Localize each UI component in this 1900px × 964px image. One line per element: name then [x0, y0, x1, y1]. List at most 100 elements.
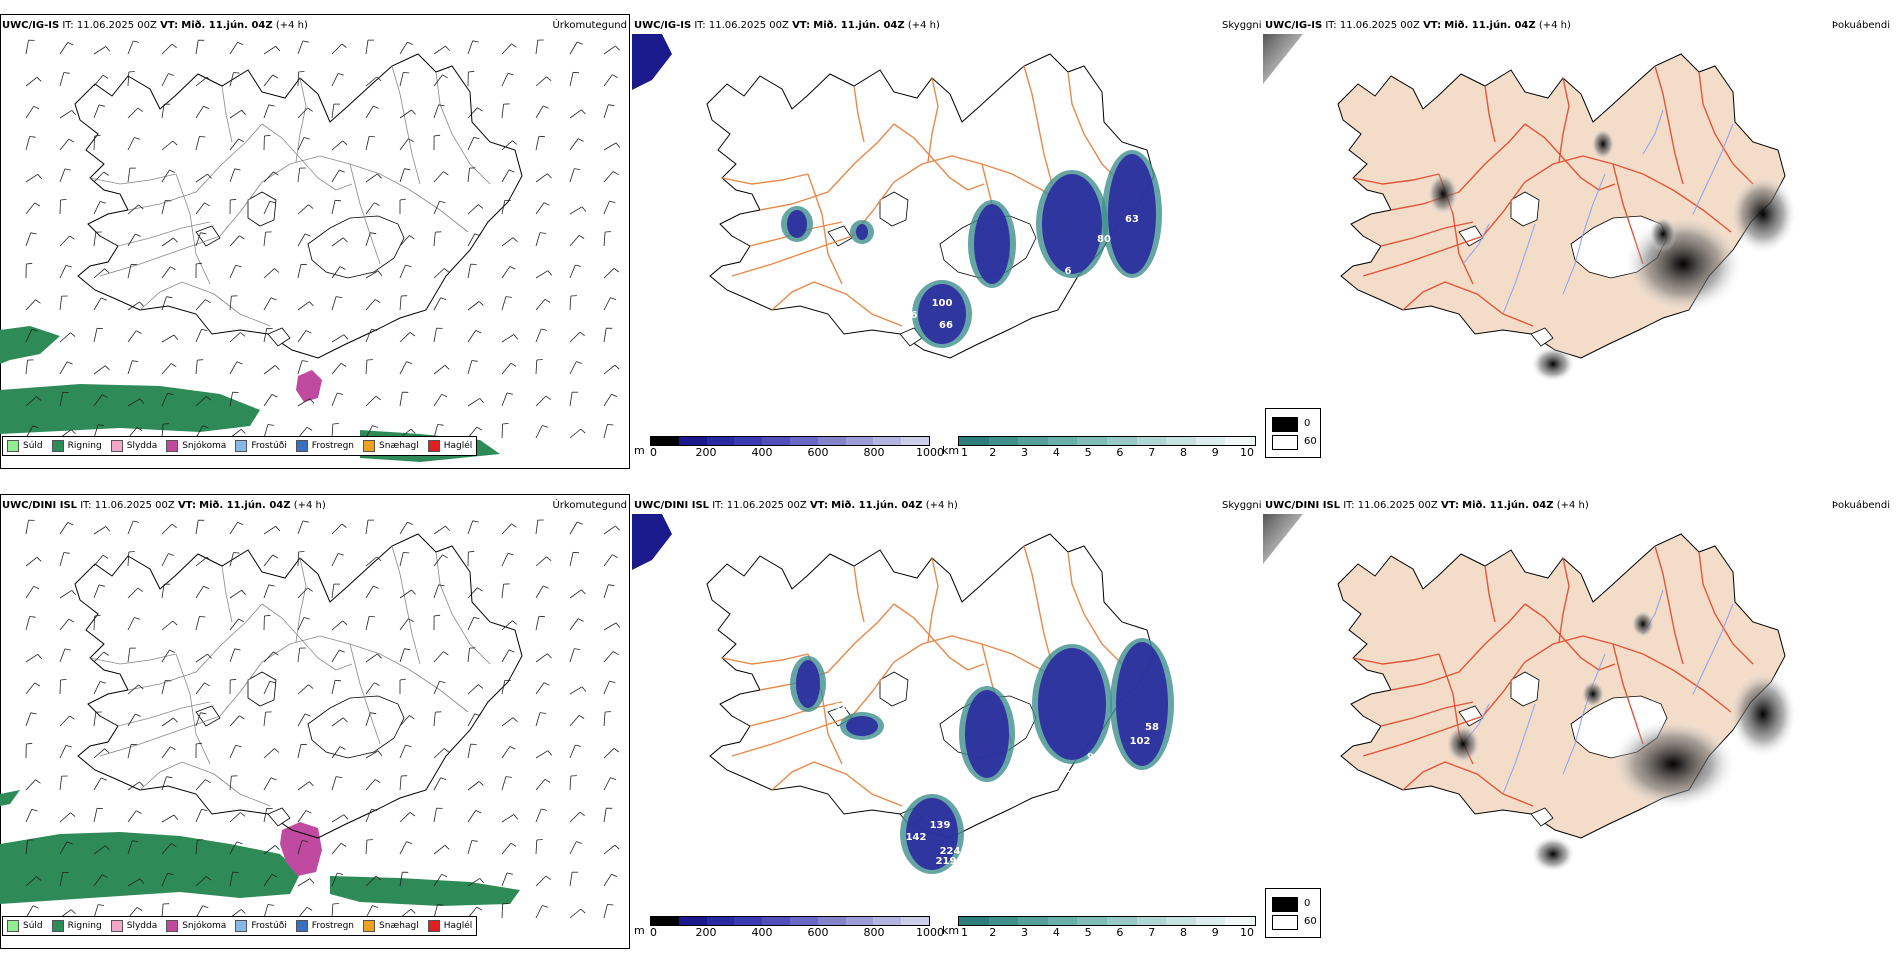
wind-barb [604, 555, 612, 566]
scale-tick-label: 9 [1212, 926, 1219, 939]
wind-barb [26, 780, 36, 790]
wind-barb-tick [65, 649, 71, 650]
wind-barb-tick [169, 170, 175, 172]
visibility-parameter-title: Skyggni [1222, 20, 1262, 31]
wind-barb-tick [615, 526, 619, 530]
wind-barb-tick [273, 555, 278, 558]
wind-barb-tick [434, 615, 440, 616]
wind-barb [264, 232, 266, 246]
wind-barb [536, 683, 544, 694]
wind-barb [536, 520, 538, 534]
wind-barb [26, 360, 28, 374]
wind-barb [332, 524, 342, 534]
wind-barb [536, 360, 537, 374]
wind-barb [604, 328, 606, 342]
wind-barb-tick [68, 42, 73, 45]
wind-barb [196, 586, 204, 598]
scale-tick-label: 0 [650, 926, 657, 939]
wind-barb [196, 520, 198, 534]
wind-barb [332, 843, 341, 854]
scale-tick-label: 6 [1116, 446, 1123, 459]
wind-barb-tick [406, 265, 412, 267]
wind-barb [570, 687, 582, 694]
wind-barb [570, 776, 571, 790]
scale-swatch [1077, 437, 1107, 445]
wind-barb-tick [372, 426, 378, 428]
wind-barb-tick [613, 172, 618, 175]
legend-label: Snjókoma [182, 921, 226, 931]
wind-barb [570, 812, 580, 822]
wind-barb [94, 778, 101, 790]
scale-swatch [1077, 917, 1107, 925]
wind-barb-tick [135, 234, 141, 236]
wind-barb [60, 296, 62, 310]
wind-barb-tick [407, 362, 413, 364]
wind-barb-tick [443, 172, 448, 175]
wind-barb [434, 328, 437, 342]
visibility-m-area [796, 660, 820, 708]
wind-barb [264, 749, 274, 758]
wind-barb-tick [612, 555, 617, 558]
wind-barb [162, 364, 171, 375]
wind-barb [366, 396, 376, 406]
wind-barb [332, 363, 341, 374]
wind-barb-tick [374, 683, 379, 686]
wind-barb [128, 331, 136, 342]
wind-barb-tick [478, 108, 483, 111]
wind-barb [264, 105, 269, 118]
wind-barb [536, 40, 538, 54]
visibility-m-area [918, 284, 966, 344]
scale-tick-label: 8 [1180, 926, 1187, 939]
wind-barb [502, 843, 511, 854]
wind-barb [162, 267, 170, 278]
fog-legend-swatch [1272, 417, 1298, 432]
fog-corner-shade [1263, 34, 1303, 84]
wind-barb-tick [410, 332, 415, 336]
wind-barb-tick [440, 201, 446, 203]
visibility-value-label: 100 [932, 298, 953, 309]
visibility-value-label: 58 [1145, 722, 1159, 733]
scale-swatch [959, 917, 989, 925]
rain-area [330, 876, 520, 906]
wind-barb [60, 139, 69, 150]
wind-barb-tick [171, 364, 176, 367]
wind-barb [94, 366, 105, 374]
wind-barb-tick [608, 585, 614, 586]
wind-barb-tick [309, 205, 314, 209]
wind-barb [332, 553, 338, 566]
wind-barb-tick [204, 586, 210, 588]
wind-barb [434, 652, 443, 662]
wind-barb [468, 648, 470, 662]
wind-barb-tick [38, 654, 42, 659]
wind-barb-tick [230, 199, 236, 200]
wind-barb-tick [578, 139, 583, 142]
wind-barb-tick [582, 687, 586, 692]
wind-barb-tick [66, 265, 72, 267]
wind-barb [94, 75, 103, 86]
wind-barb-tick [479, 782, 483, 786]
wind-barb [60, 680, 61, 694]
wind-barb-tick [69, 139, 74, 142]
wind-barb [570, 72, 573, 86]
wind-barb [400, 72, 403, 86]
wind-barb-tick [373, 106, 379, 108]
wind-barb-tick [236, 745, 242, 747]
wind-barb-tick [306, 331, 311, 334]
road-line [296, 558, 306, 642]
wind-barb-tick [135, 714, 141, 716]
wind-barb [536, 174, 547, 182]
wind-barb-tick [338, 553, 344, 555]
wind-barb-tick [237, 362, 243, 364]
visibility-panel-row1: UWC/IG-IS IT: 11.06.2025 00Z VT: Mið. 11… [632, 14, 1262, 484]
wind-barb-tick [615, 845, 620, 849]
wind-barb [230, 590, 242, 598]
wind-barb-tick [537, 360, 543, 361]
wind-barb [298, 205, 309, 214]
wind-barb-tick [240, 813, 245, 817]
wind-barb [94, 555, 103, 566]
wind-barb [366, 203, 374, 214]
wind-barb-tick [99, 585, 105, 586]
scale-tick-label: 800 [864, 926, 885, 939]
wind-barb-tick [137, 907, 142, 910]
